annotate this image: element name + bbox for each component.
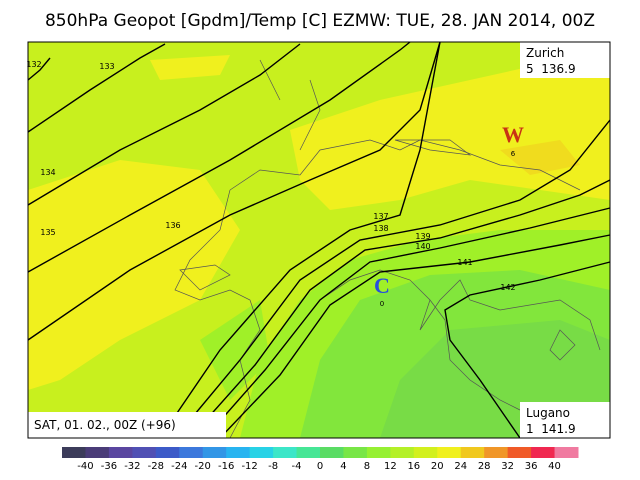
color-swatch xyxy=(343,447,368,458)
color-swatch xyxy=(179,447,204,458)
station-value: 1 141.9 xyxy=(526,422,576,436)
valid-time: SAT, 01. 02., 00Z (+96) xyxy=(34,418,176,432)
color-swatch xyxy=(296,447,321,458)
colorbar-tick-label: 4 xyxy=(340,461,346,472)
colorbar-tick-label: -20 xyxy=(195,461,211,472)
station-lugano: Lugano 1 141.9 xyxy=(520,402,610,438)
color-swatch xyxy=(531,447,556,458)
color-swatch xyxy=(320,447,344,458)
contour-labels: 132 133 134 135 136 137 138 139 140 141 … xyxy=(26,60,515,292)
contour-label: 142 xyxy=(500,283,515,292)
color-swatch xyxy=(437,447,462,458)
colorbar-tick-label: -16 xyxy=(218,461,234,472)
contour-label: 136 xyxy=(165,221,180,230)
colorbar-tick-label: -32 xyxy=(124,461,140,472)
colorbar-tick-label: -24 xyxy=(171,461,187,472)
colorbar-tick-label: -28 xyxy=(148,461,164,472)
warm-center-value: 6 xyxy=(511,150,516,158)
station-zurich: Zurich 5 136.9 xyxy=(520,42,610,78)
colorbar-tick-label: 0 xyxy=(317,461,323,472)
color-swatch xyxy=(226,447,251,458)
warm-center-label: W xyxy=(502,122,524,147)
contour-label: 139 xyxy=(415,232,430,241)
map-frame xyxy=(27,41,611,439)
colorbar-tick-label: -4 xyxy=(292,461,302,472)
cold-center-value: 0 xyxy=(380,300,384,308)
color-swatch xyxy=(155,447,180,458)
contour-label: 137 xyxy=(373,212,388,221)
color-swatch xyxy=(249,447,274,458)
colorbar-tick-label: 16 xyxy=(407,461,420,472)
pressure-centers: W 6 C 0 xyxy=(374,122,524,308)
color-swatch xyxy=(85,447,110,458)
color-swatch xyxy=(62,447,86,458)
color-swatch xyxy=(460,447,485,458)
contour-label: 138 xyxy=(373,224,388,233)
colorbar-tick-label: -8 xyxy=(268,461,278,472)
colorbar-tick-label: 20 xyxy=(431,461,444,472)
colorbar-tick-label: -36 xyxy=(101,461,117,472)
colorbar-tick-label: -12 xyxy=(241,461,257,472)
colorbar: -40 -36 -32 -28 -24 -20 -16 -12 -8 -4 0 4 8 12 16 20 24 2… xyxy=(62,447,579,472)
color-swatch xyxy=(108,447,133,458)
valid-time-box: SAT, 01. 02., 00Z (+96) xyxy=(28,412,226,438)
map-title: 850hPa Geopot [Gpdm]/Temp [C] EZMW: TUE,… xyxy=(45,11,595,31)
colorbar-tick-label: 40 xyxy=(548,461,561,472)
color-swatch xyxy=(202,447,227,458)
colorbar-tick-label: 12 xyxy=(384,461,397,472)
color-swatch xyxy=(366,447,391,458)
colorbar-tick-label: 36 xyxy=(525,461,538,472)
colorbar-tick-label: 32 xyxy=(501,461,514,472)
color-swatch xyxy=(554,447,579,458)
color-swatch xyxy=(484,447,509,458)
color-swatch xyxy=(413,447,438,458)
borders xyxy=(174,59,601,439)
contour-label: 134 xyxy=(40,168,55,177)
colorbar-tick-label: -40 xyxy=(77,461,93,472)
contour-label: 141 xyxy=(457,258,472,267)
colorbar-tick-label: 24 xyxy=(454,461,467,472)
color-swatch xyxy=(507,447,532,458)
station-name: Zurich xyxy=(526,46,564,60)
color-swatch xyxy=(132,447,157,458)
contour-label: 132 xyxy=(26,60,41,69)
contour-label: 140 xyxy=(415,242,430,251)
station-value: 5 136.9 xyxy=(526,62,576,76)
contour-label: 135 xyxy=(40,228,55,237)
colorbar-tick-label: 8 xyxy=(364,461,370,472)
color-swatch xyxy=(273,447,298,458)
contour-label: 133 xyxy=(99,62,114,71)
color-swatch xyxy=(390,447,415,458)
map-field xyxy=(28,42,610,438)
cold-center-label: C xyxy=(374,273,390,298)
colorbar-tick-label: 28 xyxy=(478,461,491,472)
station-name: Lugano xyxy=(526,406,570,420)
contours xyxy=(27,41,611,439)
